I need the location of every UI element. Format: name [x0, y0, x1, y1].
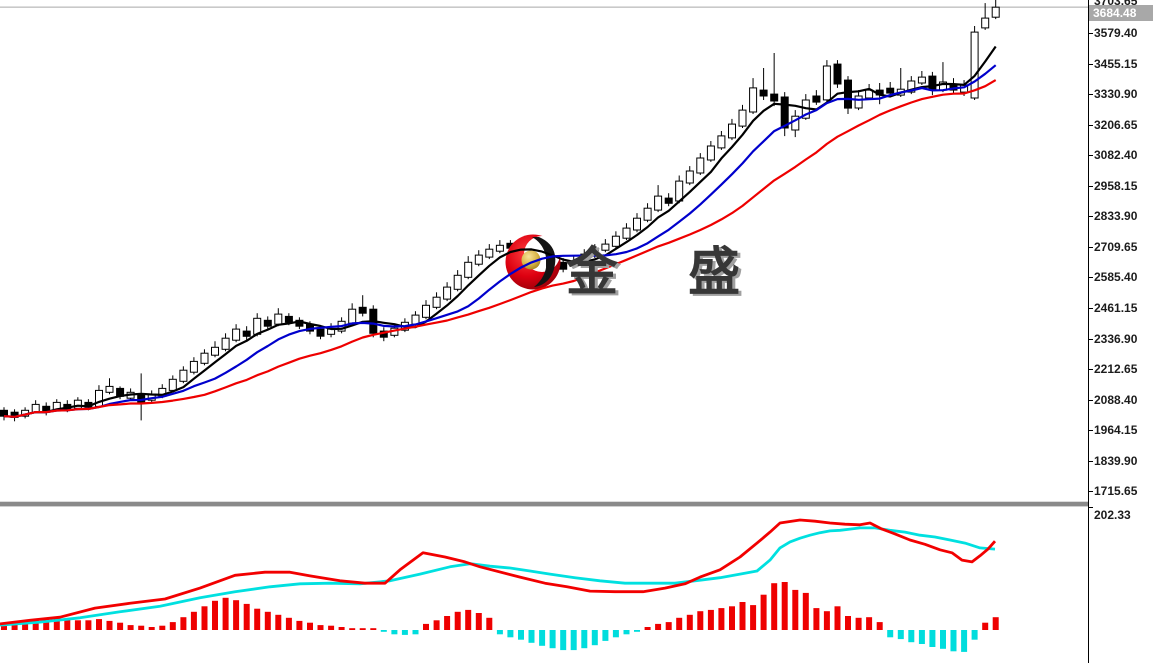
- price-axis-tick: [1089, 246, 1093, 248]
- price-axis-label: 3579.40: [1094, 26, 1138, 40]
- price-axis-tick: [1089, 430, 1093, 432]
- watermark-text: 金 盛: [565, 243, 766, 303]
- watermark-text-shadow: 金 盛: [568, 245, 769, 305]
- price-axis-tick: [1089, 460, 1093, 462]
- price-axis-tick: [1089, 185, 1093, 187]
- price-axis-label: 2833.90: [1094, 209, 1138, 224]
- macd-indicator-chart[interactable]: [0, 507, 1088, 663]
- watermark-text-group: 金 盛 金 盛: [565, 243, 769, 305]
- price-axis-tick: [1089, 338, 1093, 340]
- price-axis-clipped-label: 3703.65: [1094, 0, 1138, 8]
- indicator-axis-label: 202.33: [1094, 508, 1131, 522]
- price-axis-tick: [1089, 491, 1093, 493]
- price-axis-tick: [1089, 63, 1093, 65]
- price-axis-label: 2212.65: [1094, 362, 1138, 377]
- price-axis-tick: [1089, 216, 1093, 218]
- price-axis-tick: [1089, 399, 1093, 401]
- price-axis[interactable]: 3703.65 3579.40 3455.15 3330.90 3206.65 3082…: [1088, 0, 1153, 663]
- price-axis-label: 3082.40: [1094, 148, 1138, 163]
- price-axis-tick: [1089, 124, 1093, 126]
- main-chart-area[interactable]: 金 盛 金 盛: [0, 0, 1088, 503]
- price-axis-tick: [1089, 155, 1093, 157]
- current-price-badge: 3684.48: [1089, 5, 1153, 21]
- macd-dea-line: [0, 526, 996, 627]
- price-axis-label: 2088.40: [1094, 392, 1138, 407]
- price-axis-tick: [1089, 307, 1093, 309]
- price-axis-tick: [1089, 33, 1093, 34]
- main-candlestick-chart[interactable]: 金 盛 金 盛: [0, 0, 1088, 503]
- macd-dif-line: [0, 518, 997, 626]
- price-axis-label: 1839.90: [1094, 453, 1138, 468]
- price-axis-label: 1715.65: [1094, 484, 1138, 499]
- macd-histogram: [1, 582, 999, 652]
- price-axis-label: 2585.40: [1094, 270, 1138, 285]
- price-axis-label: 2709.65: [1094, 239, 1138, 254]
- price-axis-label: 2958.15: [1094, 178, 1138, 193]
- price-axis-tick: [1089, 369, 1093, 371]
- price-axis-label: 3206.65: [1094, 117, 1138, 132]
- price-axis-label: 2336.90: [1094, 331, 1138, 346]
- indicator-axis-tick: [1089, 507, 1093, 508]
- panel-splitter[interactable]: [0, 501, 1088, 507]
- price-axis-label: 1964.15: [1094, 423, 1138, 438]
- price-axis-label: 3455.15: [1094, 56, 1138, 71]
- price-axis-label: 3330.90: [1094, 87, 1138, 102]
- price-axis-tick: [1089, 277, 1093, 279]
- price-axis-label: 2461.15: [1094, 300, 1138, 315]
- macd-panel-area[interactable]: [0, 507, 1088, 663]
- price-axis-tick: [1089, 94, 1093, 96]
